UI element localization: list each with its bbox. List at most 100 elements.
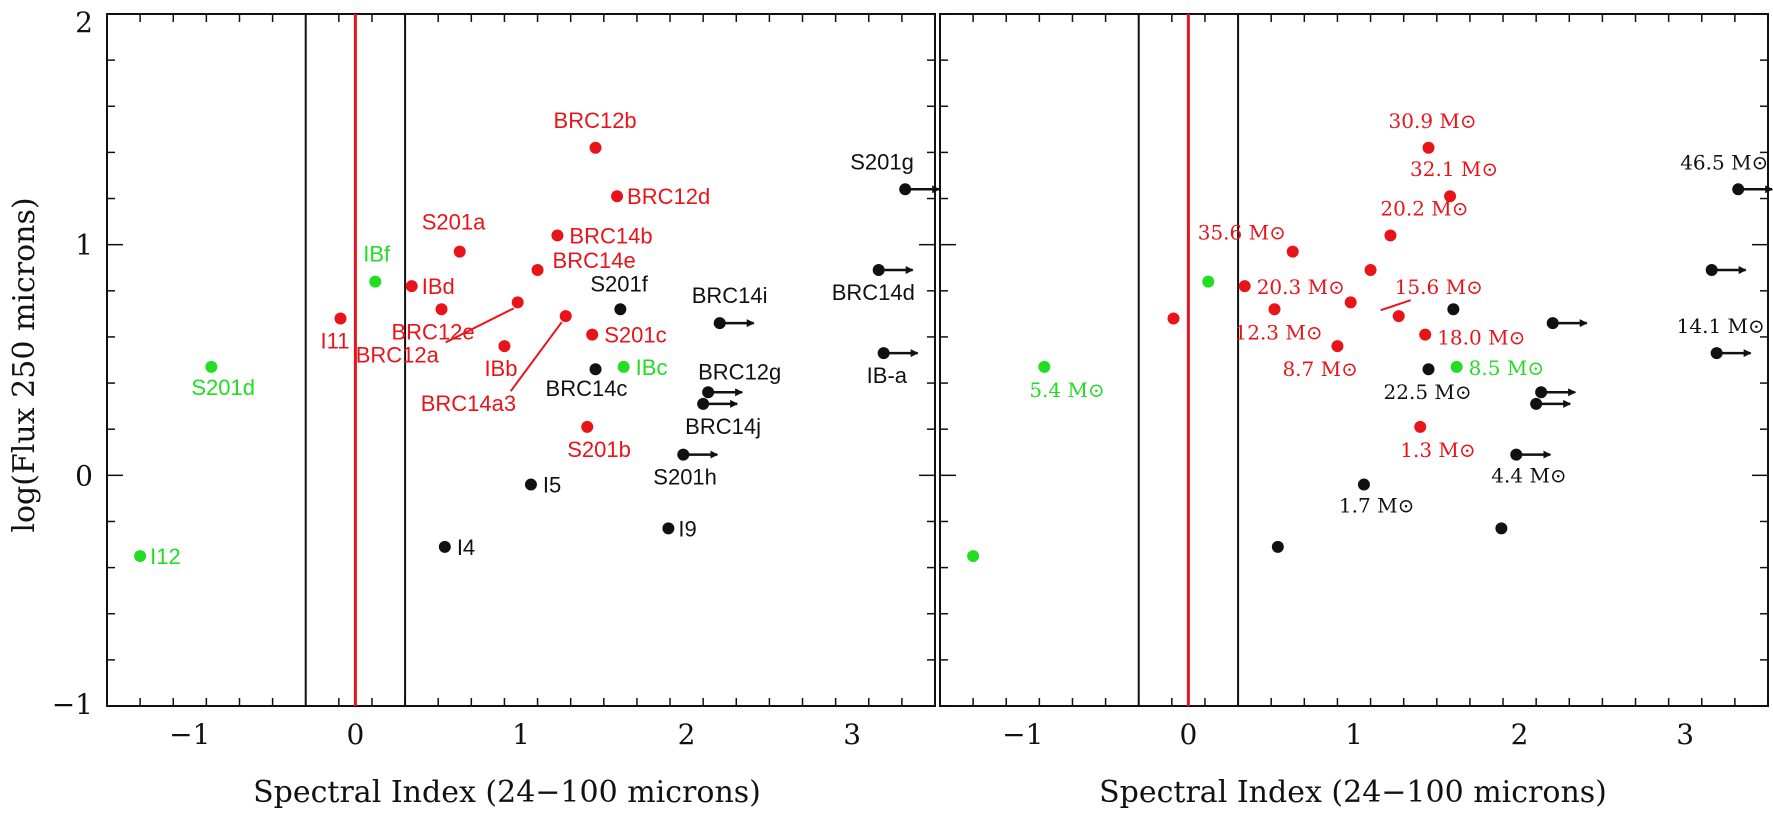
data-point — [677, 448, 690, 461]
data-point — [1357, 478, 1370, 491]
data-point — [702, 386, 715, 399]
point-label: 20.3 M⊙ — [1257, 275, 1345, 299]
point-label: BRC14b — [569, 223, 652, 248]
point-label: BRC12a — [356, 342, 440, 367]
data-point — [1444, 190, 1457, 203]
data-point — [1422, 141, 1435, 154]
data-point — [1732, 183, 1745, 196]
data-point — [1392, 310, 1405, 323]
data-point — [1414, 420, 1427, 433]
data-point — [1450, 360, 1463, 373]
data-point — [1510, 448, 1523, 461]
data-point — [1202, 275, 1215, 288]
data-point — [1384, 229, 1397, 242]
point-label: 12.3 M⊙ — [1235, 320, 1323, 344]
data-point — [1268, 303, 1281, 316]
data-point — [498, 340, 511, 353]
point-label: 20.2 M⊙ — [1380, 196, 1468, 220]
point-label: 8.5 M⊙ — [1469, 356, 1544, 380]
point-label: I4 — [457, 535, 475, 560]
right-panel: −1 0 1 2 3 5.4 M⊙ 20.3 M⊙ 12.3 M⊙ 35.6 M⊙ 8.7 M⊙ 2… — [939, 13, 1773, 751]
data-point — [1546, 317, 1559, 330]
data-point — [369, 275, 382, 288]
point-label: IBf — [363, 242, 391, 267]
point-label: S201d — [191, 375, 255, 400]
point-label: I11 — [320, 328, 349, 353]
data-point — [697, 397, 710, 410]
x-tick-label: −1 — [1002, 718, 1043, 751]
point-label: S201c — [604, 323, 666, 348]
data-point — [662, 522, 675, 535]
x-tick-label: 3 — [843, 718, 861, 751]
y-tick-label: 0 — [75, 459, 93, 492]
point-label: S201g — [850, 149, 914, 174]
data-point — [524, 478, 537, 491]
data-point — [589, 141, 602, 154]
data-point — [1422, 363, 1435, 376]
point-label: BRC14d — [832, 280, 915, 305]
data-point — [1447, 303, 1460, 316]
y-tick-label: −1 — [52, 688, 93, 721]
plot-frame — [939, 13, 1769, 707]
data-point — [1419, 328, 1432, 341]
x-tick-label: 0 — [1179, 718, 1197, 751]
data-point — [1535, 386, 1548, 399]
point-label: 5.4 M⊙ — [1029, 378, 1104, 402]
point-label: 18.0 M⊙ — [1437, 326, 1525, 350]
point-label: IBd — [422, 274, 455, 299]
point-label: S201b — [567, 437, 631, 462]
point-label: BRC14i — [692, 283, 768, 308]
data-point — [453, 245, 466, 258]
data-point — [1344, 296, 1357, 309]
point-label: 30.9 M⊙ — [1389, 109, 1477, 133]
data-point — [617, 360, 630, 373]
point-label: 4.4 M⊙ — [1491, 464, 1566, 488]
label-leader-line — [509, 321, 563, 392]
data-point — [559, 310, 572, 323]
y-tick-label: 1 — [75, 229, 93, 262]
data-point — [589, 363, 602, 376]
data-point — [899, 183, 912, 196]
point-label: I5 — [543, 473, 561, 498]
point-label: S201h — [653, 465, 717, 490]
point-label: 22.5 M⊙ — [1384, 380, 1472, 404]
data-point — [1038, 360, 1051, 373]
point-label: BRC14e — [553, 248, 636, 273]
point-label: BRC12b — [554, 108, 637, 133]
data-point — [877, 347, 890, 360]
point-label: 46.5 M⊙ — [1680, 150, 1768, 174]
data-point — [435, 303, 448, 316]
data-point — [713, 317, 726, 330]
data-point — [1705, 264, 1718, 277]
point-label: IBc — [636, 355, 668, 380]
data-point — [531, 264, 544, 277]
x-tick-label: 2 — [678, 718, 696, 751]
data-point — [1364, 264, 1377, 277]
x-tick-label: 0 — [346, 718, 364, 751]
data-point — [134, 550, 147, 563]
point-label: I12 — [150, 544, 181, 569]
point-label: BRC12e — [392, 319, 475, 344]
point-label: 32.1 M⊙ — [1410, 157, 1498, 181]
data-point — [511, 296, 524, 309]
data-point — [1286, 245, 1299, 258]
data-point — [1167, 312, 1180, 325]
data-point — [611, 190, 624, 203]
x-axis-title-right: Spectral Index (24−100 microns) — [1099, 775, 1607, 810]
x-tick-label: 1 — [1345, 718, 1363, 751]
point-label: S201a — [422, 210, 486, 235]
data-point — [586, 328, 599, 341]
data-point — [1710, 347, 1723, 360]
data-point — [1495, 522, 1508, 535]
point-label: IB-a — [867, 363, 908, 388]
point-label: BRC12g — [698, 359, 781, 384]
point-label: BRC14a3 — [421, 391, 516, 416]
point-label: 35.6 M⊙ — [1198, 221, 1286, 245]
x-tick-label: 1 — [512, 718, 530, 751]
data-point — [551, 229, 564, 242]
data-point — [1530, 397, 1543, 410]
data-point — [205, 360, 218, 373]
data-point — [1331, 340, 1344, 353]
point-label: 1.7 M⊙ — [1339, 494, 1414, 518]
